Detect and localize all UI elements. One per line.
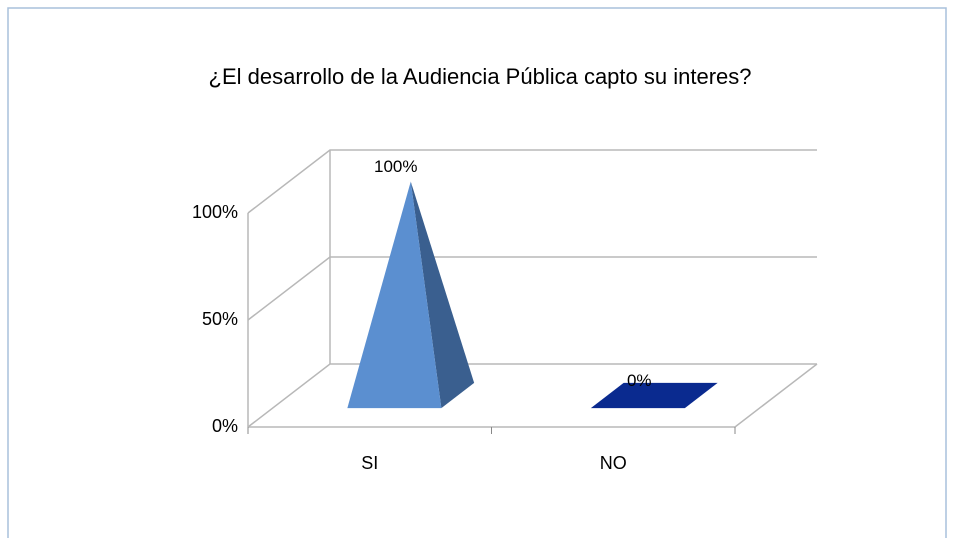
x-tick-label: NO <box>600 453 627 473</box>
data-label: 100% <box>374 157 417 176</box>
pyramid-front <box>347 181 442 409</box>
chart-frame <box>7 7 947 538</box>
data-label: 0% <box>627 371 652 390</box>
y-tick-label: 100% <box>192 202 238 222</box>
pyramid-side <box>410 181 475 409</box>
y-tick-label: 0% <box>212 416 238 436</box>
y-tick-label: 50% <box>202 309 238 329</box>
pyramid-base <box>590 382 718 409</box>
x-tick-label: SI <box>361 453 378 473</box>
chart-title: ¿El desarrollo de la Audiencia Pública c… <box>209 64 752 89</box>
